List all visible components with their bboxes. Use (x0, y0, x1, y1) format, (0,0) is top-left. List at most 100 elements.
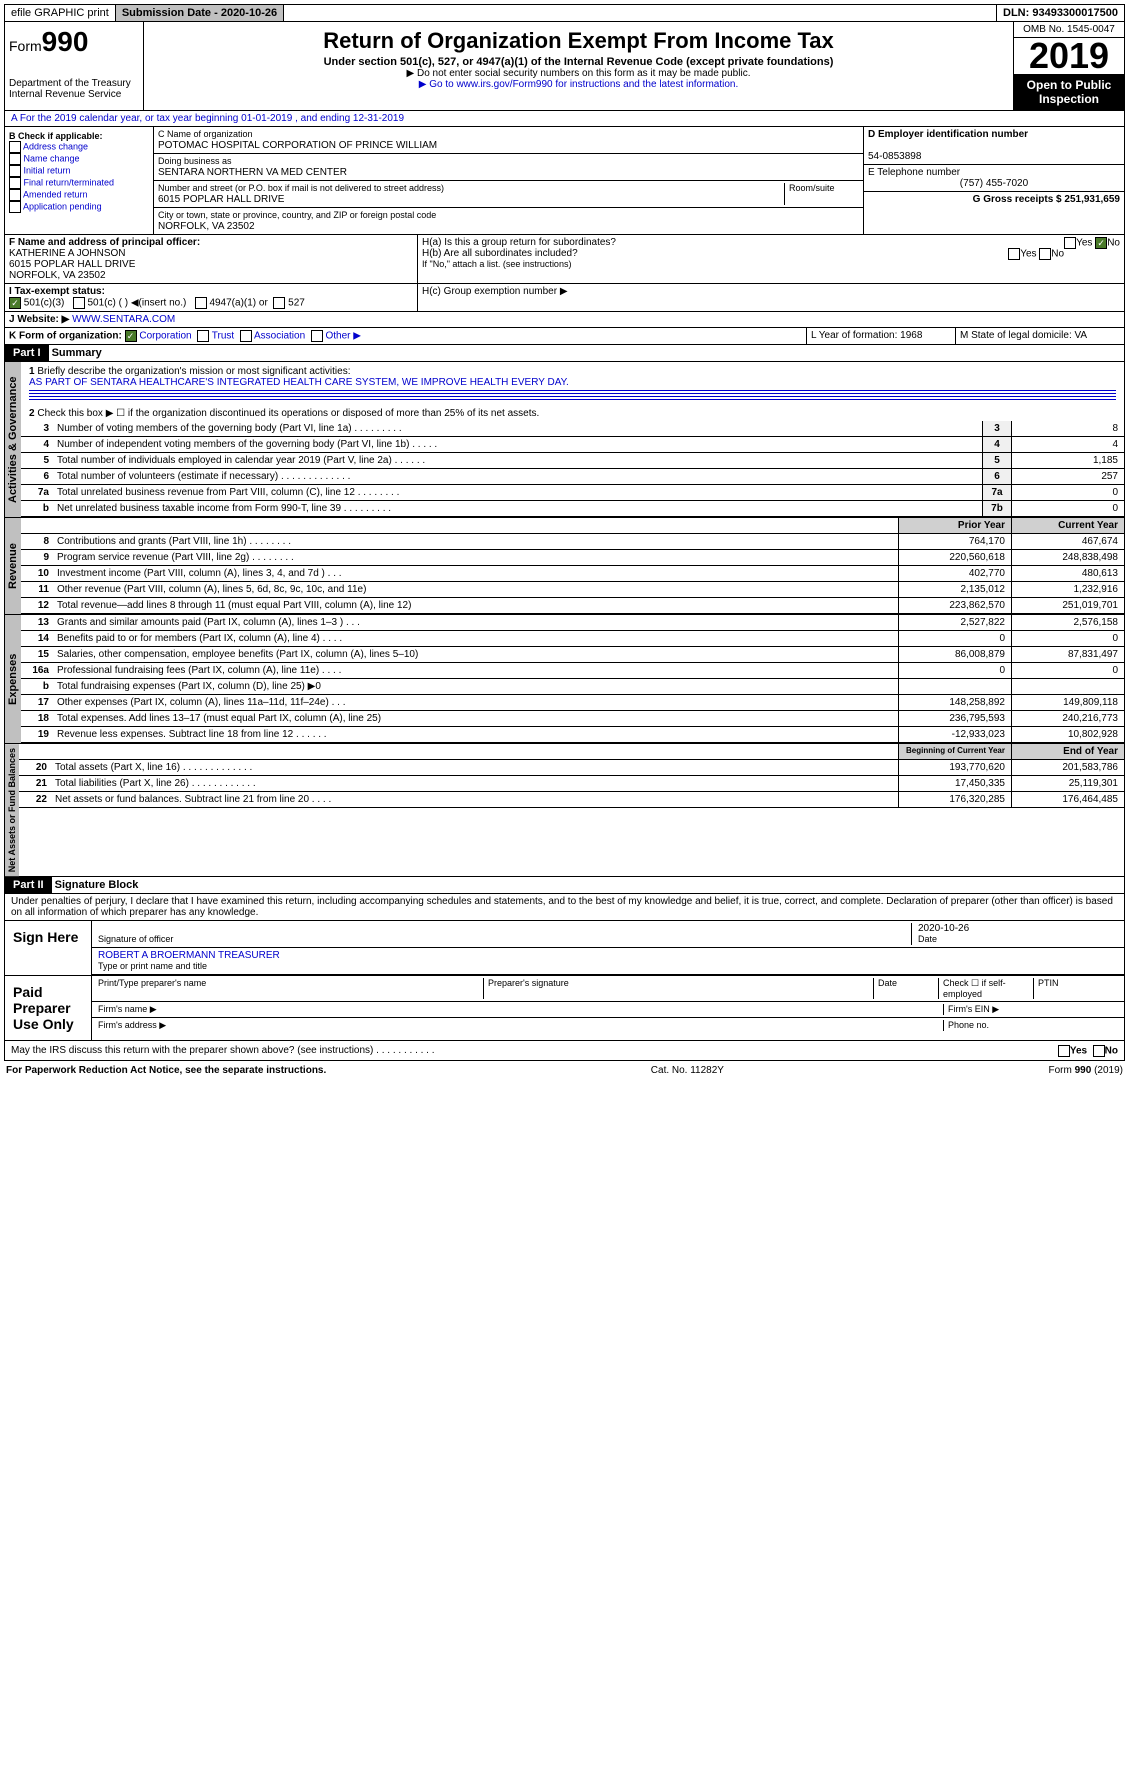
room-suite: Room/suite (784, 183, 859, 205)
pp-sig: Preparer's signature (484, 978, 874, 999)
firm-ein: Firm's EIN ▶ (944, 1004, 1118, 1015)
pp-date: Date (874, 978, 939, 999)
h-group: H(a) Is this a group return for subordin… (418, 235, 1124, 283)
row-j: J Website: ▶ WWW.SENTARA.COM (4, 312, 1125, 328)
foot-left: For Paperwork Reduction Act Notice, see … (6, 1065, 326, 1076)
pp-name: Print/Type preparer's name (98, 978, 484, 999)
row-fh: F Name and address of principal officer:… (4, 235, 1125, 284)
line-8: 8Contributions and grants (Part VIII, li… (21, 534, 1124, 550)
dept-treasury: Department of the Treasury Internal Reve… (9, 78, 139, 100)
dln: DLN: 93493300017500 (997, 5, 1124, 21)
form-header: Form990 Department of the Treasury Inter… (4, 22, 1125, 111)
footer: For Paperwork Reduction Act Notice, see … (4, 1061, 1125, 1080)
line-20: 20Total assets (Part X, line 16) . . . .… (19, 760, 1124, 776)
l-year: L Year of formation: 1968 (807, 328, 956, 344)
line-18: 18Total expenses. Add lines 13–17 (must … (21, 711, 1124, 727)
chk-name[interactable]: Name change (24, 153, 80, 163)
vtab-revenue: Revenue (5, 518, 21, 614)
netassets-block: Net Assets or Fund Balances Beginning of… (4, 744, 1125, 877)
form-number: Form990 (9, 26, 139, 58)
sig-date: 2020-10-26 (918, 923, 969, 934)
line-13: 13Grants and similar amounts paid (Part … (21, 615, 1124, 631)
na-header: Beginning of Current YearEnd of Year (19, 744, 1124, 760)
sign-here-label: Sign Here (5, 921, 92, 975)
chk-initial[interactable]: Initial return (24, 165, 71, 175)
open-inspection: Open to Public Inspection (1014, 74, 1124, 110)
tax-year: 2019 (1014, 38, 1124, 74)
foot-mid: Cat. No. 11282Y (651, 1065, 724, 1076)
sign-here: Sign Here Signature of officer2020-10-26… (4, 921, 1125, 976)
line-9: 9Program service revenue (Part VIII, lin… (21, 550, 1124, 566)
firm-phone: Phone no. (944, 1020, 1118, 1031)
line-22: 22Net assets or fund balances. Subtract … (19, 792, 1124, 808)
note-ssn: ▶ Do not enter social security numbers o… (148, 68, 1009, 79)
discuss-yes[interactable]: Yes (1070, 1046, 1087, 1057)
f-officer: F Name and address of principal officer:… (5, 235, 418, 283)
form-title: Return of Organization Exempt From Incom… (148, 28, 1009, 54)
part2-header: Part II Signature Block (4, 877, 1125, 894)
b-label: B Check if applicable: (9, 131, 103, 141)
mission-text: AS PART OF SENTARA HEALTHCARE'S INTEGRAT… (29, 377, 569, 388)
paid-preparer: Paid Preparer Use Only Print/Type prepar… (4, 976, 1125, 1041)
c-name: C Name of organizationPOTOMAC HOSPITAL C… (154, 127, 863, 154)
discuss-row: May the IRS discuss this return with the… (4, 1041, 1125, 1061)
d-ein: D Employer identification number54-08538… (864, 127, 1124, 165)
k-form: K Form of organization: ✓ Corporation Tr… (5, 328, 807, 344)
line-7a: 7aTotal unrelated business revenue from … (21, 485, 1124, 501)
part1-activities: Activities & Governance 1 Briefly descri… (4, 362, 1125, 518)
pp-ptin: PTIN (1034, 978, 1118, 999)
section-a: A For the 2019 calendar year, or tax yea… (4, 111, 1125, 127)
firm-name: Firm's name ▶ (98, 1004, 944, 1015)
website-link[interactable]: WWW.SENTARA.COM (72, 314, 175, 325)
col-b-checks: B Check if applicable: Address change Na… (5, 127, 154, 234)
g-receipts: G Gross receipts $ 251,931,659 (864, 192, 1124, 207)
submission-date[interactable]: Submission Date - 2020-10-26 (116, 5, 284, 21)
header-mid: Return of Organization Exempt From Incom… (144, 22, 1013, 110)
e-phone: E Telephone number(757) 455-7020 (864, 165, 1124, 192)
note-link[interactable]: ▶ Go to www.irs.gov/Form990 for instruct… (148, 79, 1009, 90)
m-state: M State of legal domicile: VA (956, 328, 1124, 344)
line-10: 10Investment income (Part VIII, column (… (21, 566, 1124, 582)
chk-pending[interactable]: Application pending (23, 201, 102, 211)
c-dba: Doing business asSENTARA NORTHERN VA MED… (154, 154, 863, 181)
firm-addr: Firm's address ▶ (98, 1020, 944, 1031)
chk-amended[interactable]: Amended return (23, 189, 88, 199)
discuss-no[interactable]: No (1105, 1046, 1118, 1057)
sig-decl: Under penalties of perjury, I declare th… (4, 894, 1125, 921)
expenses-block: Expenses 13Grants and similar amounts pa… (4, 615, 1125, 744)
line-3: 3Number of voting members of the governi… (21, 421, 1124, 437)
spacer (284, 5, 997, 21)
col-d: D Employer identification number54-08538… (863, 127, 1124, 234)
vtab-netassets: Net Assets or Fund Balances (5, 744, 19, 876)
topbar: efile GRAPHIC print Submission Date - 20… (4, 4, 1125, 22)
line-19: 19Revenue less expenses. Subtract line 1… (21, 727, 1124, 743)
line-12: 12Total revenue—add lines 8 through 11 (… (21, 598, 1124, 614)
c-city: City or town, state or province, country… (154, 208, 863, 234)
line-21: 21Total liabilities (Part X, line 26) . … (19, 776, 1124, 792)
h-note: If "No," attach a list. (see instruction… (422, 259, 1120, 269)
part1-header: Part I Summary (4, 345, 1125, 362)
line1: 1 Briefly describe the organization's mi… (21, 362, 1124, 406)
line-16a: 16aProfessional fundraising fees (Part I… (21, 663, 1124, 679)
revenue-block: Revenue Prior YearCurrent Year 8Contribu… (4, 518, 1125, 615)
line-b: bTotal fundraising expenses (Part IX, co… (21, 679, 1124, 695)
paid-label: Paid Preparer Use Only (5, 976, 92, 1040)
c-addr: Number and street (or P.O. box if mail i… (154, 181, 863, 208)
line-17: 17Other expenses (Part IX, column (A), l… (21, 695, 1124, 711)
chk-address[interactable]: Address change (23, 141, 88, 151)
i-status: I Tax-exempt status: ✓ 501(c)(3) 501(c) … (5, 284, 418, 311)
foot-right: Form 990 (2019) (1049, 1065, 1124, 1076)
line-6: 6Total number of volunteers (estimate if… (21, 469, 1124, 485)
col-c: C Name of organizationPOTOMAC HOSPITAL C… (154, 127, 863, 234)
vtab-activities: Activities & Governance (5, 362, 21, 517)
line-14: 14Benefits paid to or for members (Part … (21, 631, 1124, 647)
chk-final[interactable]: Final return/terminated (24, 177, 115, 187)
form-subtitle: Under section 501(c), 527, or 4947(a)(1)… (148, 56, 1009, 68)
vtab-expenses: Expenses (5, 615, 21, 743)
pp-self[interactable]: Check ☐ if self-employed (939, 978, 1034, 999)
line-11: 11Other revenue (Part VIII, column (A), … (21, 582, 1124, 598)
row-klm: K Form of organization: ✓ Corporation Tr… (4, 328, 1125, 345)
header-left: Form990 Department of the Treasury Inter… (5, 22, 144, 110)
line2: 2 Check this box ▶ ☐ if the organization… (21, 406, 1124, 421)
line-b: bNet unrelated business taxable income f… (21, 501, 1124, 517)
